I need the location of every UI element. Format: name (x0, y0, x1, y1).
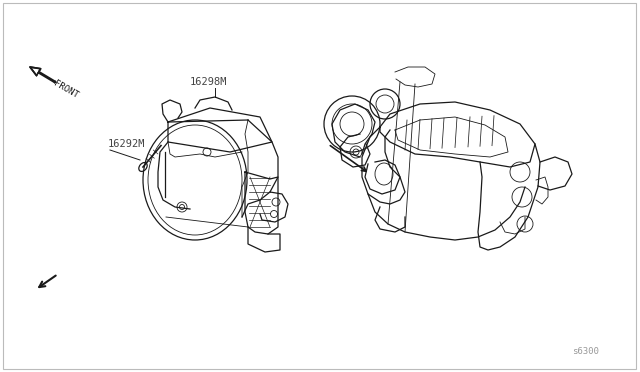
Text: FRONT: FRONT (52, 79, 80, 100)
Text: 16292M: 16292M (108, 139, 145, 149)
Text: 16298M: 16298M (189, 77, 227, 87)
Text: s6300: s6300 (572, 347, 599, 356)
